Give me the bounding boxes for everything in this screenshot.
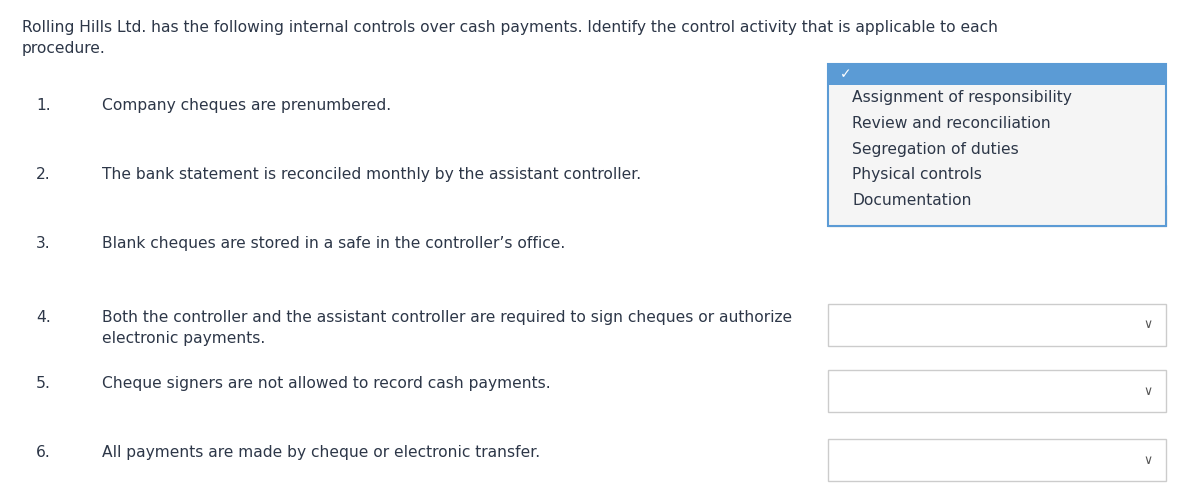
Text: ∨: ∨	[1144, 454, 1153, 467]
Text: 3.: 3.	[36, 236, 50, 251]
Text: Company cheques are prenumbered.: Company cheques are prenumbered.	[102, 98, 391, 113]
Text: Physical controls: Physical controls	[852, 167, 982, 183]
Text: Documentation: Documentation	[852, 193, 972, 208]
Text: The bank statement is reconciled monthly by the assistant controller.: The bank statement is reconciled monthly…	[102, 167, 641, 182]
Bar	[828, 184, 1166, 226]
Text: Segregation of duties: Segregation of duties	[852, 142, 1019, 156]
Text: Blank cheques are stored in a safe in the controller’s office.: Blank cheques are stored in a safe in th…	[102, 236, 565, 251]
Text: 6.: 6.	[36, 445, 50, 460]
Bar	[828, 64, 1166, 226]
Text: 1.: 1.	[36, 98, 50, 113]
Text: ∨: ∨	[1144, 385, 1153, 398]
Text: Review and reconciliation: Review and reconciliation	[852, 116, 1051, 131]
Text: 2.: 2.	[36, 167, 50, 182]
Text: Cheque signers are not allowed to record cash payments.: Cheque signers are not allowed to record…	[102, 376, 551, 391]
Text: All payments are made by cheque or electronic transfer.: All payments are made by cheque or elect…	[102, 445, 540, 460]
Text: Assignment of responsibility: Assignment of responsibility	[852, 90, 1072, 105]
Bar	[828, 304, 1166, 346]
Text: Both the controller and the assistant controller are required to sign cheques or: Both the controller and the assistant co…	[102, 310, 792, 346]
Text: Rolling Hills Ltd. has the following internal controls over cash payments. Ident: Rolling Hills Ltd. has the following int…	[22, 20, 997, 56]
Text: ∨: ∨	[1144, 318, 1153, 332]
Text: 4.: 4.	[36, 310, 50, 325]
Bar	[828, 439, 1166, 481]
Text: 5.: 5.	[36, 376, 50, 391]
Text: ✓: ✓	[840, 67, 852, 81]
Bar	[828, 370, 1166, 412]
Bar	[828, 64, 1166, 85]
